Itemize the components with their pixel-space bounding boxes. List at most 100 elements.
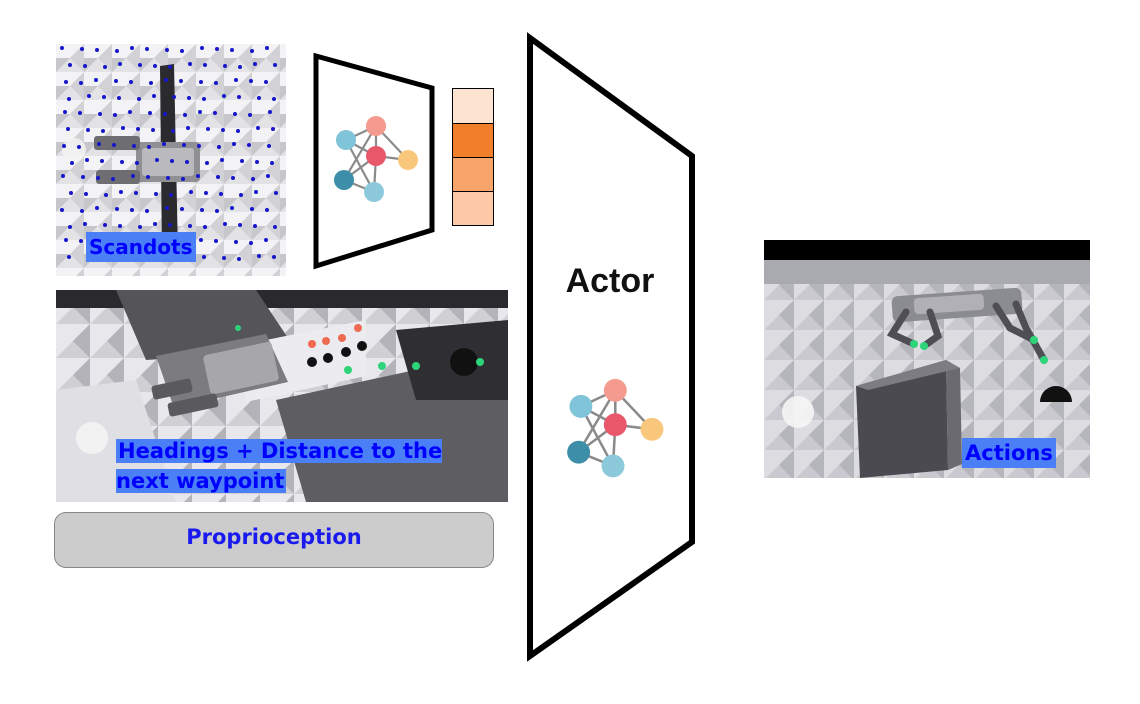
scandot: [114, 79, 118, 83]
scandot: [215, 47, 219, 51]
scandot: [79, 239, 83, 243]
scandot: [240, 159, 244, 163]
scandot: [80, 209, 84, 213]
scandot: [95, 48, 99, 52]
actor-label: Actor: [565, 262, 655, 300]
heading-distance-text: Headings + Distance to the next waypoint: [116, 439, 443, 493]
scandot: [202, 97, 206, 101]
scandot: [113, 113, 117, 117]
scandot: [70, 161, 74, 165]
scandot: [60, 46, 64, 50]
scandot: [234, 78, 238, 82]
scandot: [112, 143, 116, 147]
scandot: [153, 222, 157, 226]
scandot: [130, 46, 134, 50]
actions-label: Actions: [962, 438, 1056, 468]
scandot: [185, 160, 189, 164]
scandot: [272, 255, 276, 259]
network-node: [603, 413, 627, 437]
scandot: [64, 238, 68, 242]
scandot: [232, 142, 236, 146]
scandot: [220, 158, 224, 162]
scandot: [217, 145, 221, 149]
scandot: [131, 174, 135, 178]
scandot: [103, 65, 107, 69]
network-node: [569, 394, 593, 418]
scandot: [274, 191, 278, 195]
scandot: [78, 111, 82, 115]
scandot: [270, 161, 274, 165]
scandot: [247, 143, 251, 147]
scandot: [181, 177, 185, 181]
scandot: [267, 144, 271, 148]
scandot: [61, 174, 65, 178]
scandot: [80, 47, 84, 51]
scandot: [69, 191, 73, 195]
scandot: [273, 225, 277, 229]
scandot: [117, 96, 121, 100]
scandot: [98, 112, 102, 116]
headings-image: [56, 290, 508, 502]
scandot: [183, 113, 187, 117]
scandot: [203, 63, 207, 67]
scandot: [67, 97, 71, 101]
scandot: [255, 160, 259, 164]
scandot: [223, 64, 227, 68]
scandot: [182, 143, 186, 147]
scandot: [249, 79, 253, 83]
network-node: [603, 378, 627, 402]
heading-distance-label: Headings + Distance to the next waypoint: [116, 436, 486, 496]
scandot: [135, 161, 139, 165]
scandot: [188, 62, 192, 66]
scandot: [216, 175, 220, 179]
scandot: [206, 127, 210, 131]
scandot: [154, 192, 158, 196]
scandot: [234, 240, 238, 244]
scandot: [111, 177, 115, 181]
scandot: [219, 192, 223, 196]
scandot: [128, 110, 132, 114]
scandot: [120, 160, 124, 164]
scandot: [250, 207, 254, 211]
network-node: [334, 170, 354, 190]
scandot: [95, 206, 99, 210]
scandot: [213, 111, 217, 115]
encoder-network-icon: [334, 116, 418, 202]
scandot: [179, 79, 183, 83]
scandot: [102, 95, 106, 99]
scandot: [200, 208, 204, 212]
scandot: [171, 129, 175, 133]
network-node: [366, 146, 386, 166]
scandot: [132, 144, 136, 148]
scandot: [199, 238, 203, 242]
network-node: [567, 440, 591, 464]
scandot: [148, 111, 152, 115]
scandot: [230, 206, 234, 210]
scandot: [66, 127, 70, 131]
scandot: [172, 95, 176, 99]
scandot: [100, 159, 104, 163]
scandot: [256, 126, 260, 130]
scandot: [169, 193, 173, 197]
scandot: [222, 94, 226, 98]
scandot: [264, 238, 268, 242]
scandot: [198, 110, 202, 114]
scandot: [138, 225, 142, 229]
scandot: [136, 127, 140, 131]
scandot: [238, 65, 242, 69]
scandots-label: Scandots: [86, 232, 196, 262]
scandot: [254, 190, 258, 194]
scandot: [68, 63, 72, 67]
scandot: [233, 112, 237, 116]
scandot: [155, 158, 159, 162]
scandot: [180, 49, 184, 53]
latent-cell: [453, 158, 493, 192]
scandot: [168, 65, 172, 69]
scandot: [94, 78, 98, 82]
network-node: [366, 116, 386, 136]
network-node: [364, 182, 384, 202]
scandot: [146, 175, 150, 179]
latent-cell: [453, 89, 493, 124]
latent-cell: [453, 192, 493, 225]
scandot: [271, 127, 275, 131]
